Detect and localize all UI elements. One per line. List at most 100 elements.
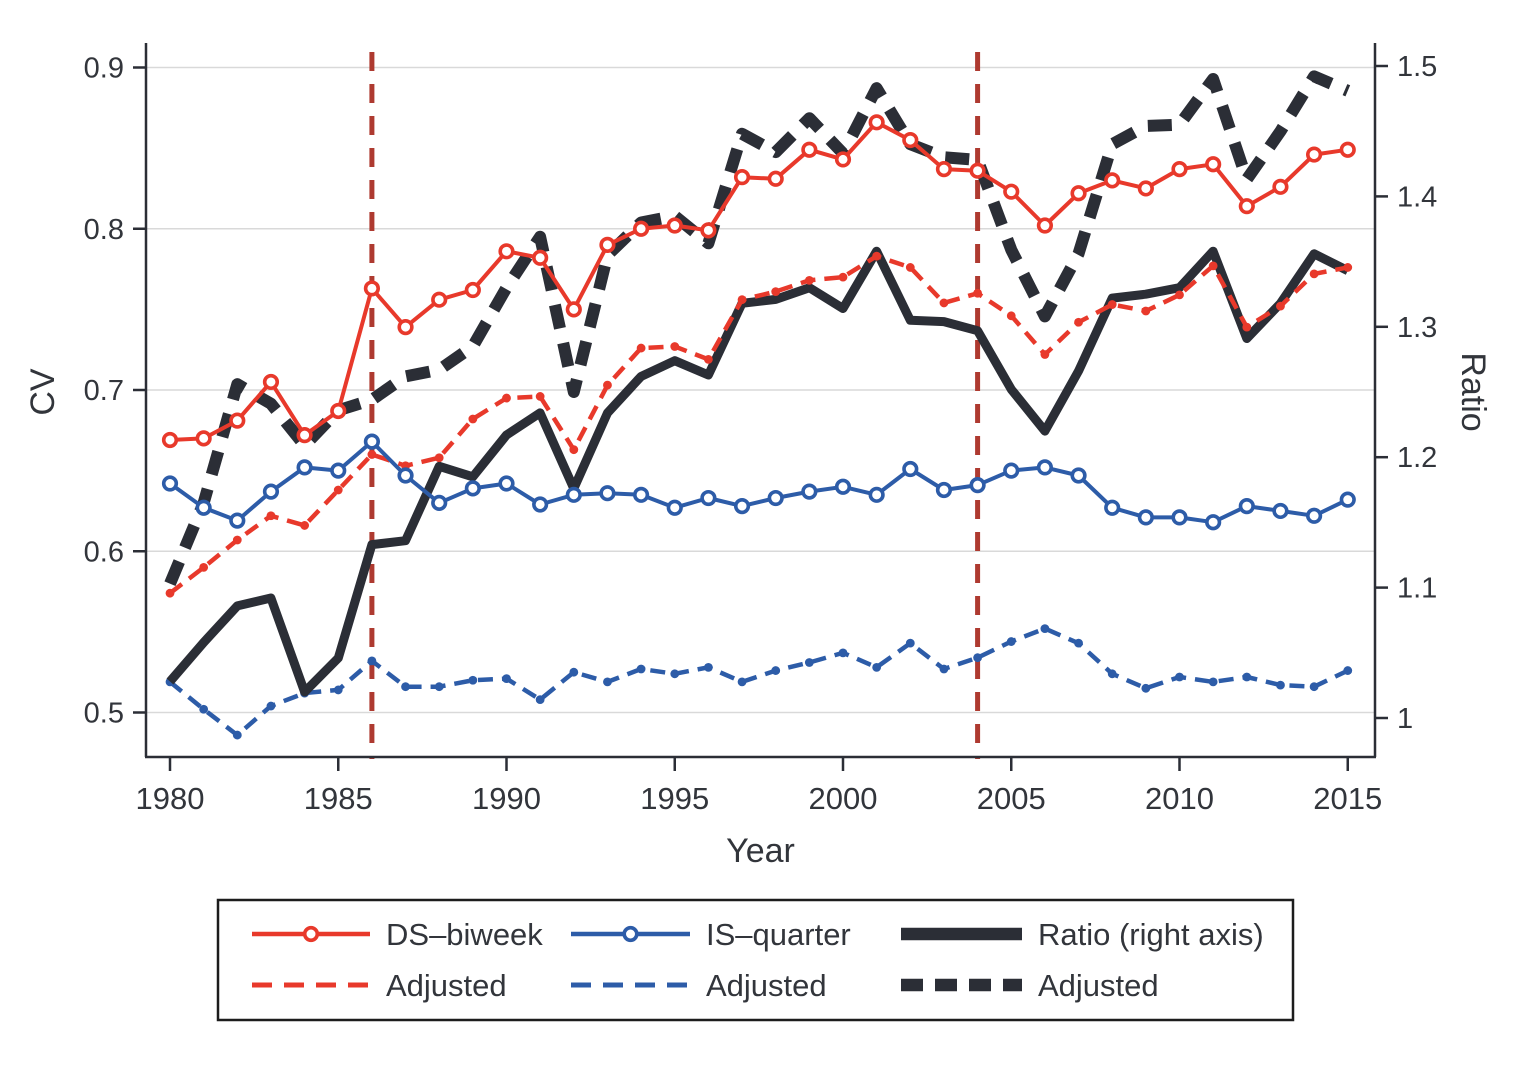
- data-point-dot: [872, 662, 882, 672]
- data-point-marker: [935, 481, 953, 499]
- data-point-dot: [704, 354, 713, 364]
- data-point-dot: [1343, 263, 1353, 272]
- data-point-dot: [1175, 672, 1184, 682]
- data-point-dot: [1242, 672, 1252, 682]
- data-point-marker: [767, 489, 784, 507]
- data-point-dot: [737, 677, 747, 687]
- data-point-dot: [603, 380, 612, 390]
- data-point-marker: [229, 412, 246, 429]
- series-group: [161, 70, 1356, 740]
- data-point-marker: [834, 478, 852, 495]
- data-point-marker: [935, 160, 953, 178]
- data-point-marker: [532, 249, 549, 266]
- data-point-marker: [397, 467, 414, 484]
- data-point-marker: [599, 236, 616, 253]
- series-line: [168, 253, 1349, 595]
- data-point-marker: [632, 220, 650, 237]
- y-left-tick-label: 0.6: [84, 536, 124, 568]
- data-point-marker: [397, 319, 414, 336]
- data-point-marker: [666, 217, 683, 234]
- y-right-tick-label: 1.4: [1397, 181, 1437, 213]
- data-point-marker: [733, 169, 751, 186]
- data-point-marker: [1339, 491, 1356, 508]
- tick-labels: 0.5 0.6 0.7 0.8 0.9 1 1.1 1.2 1.3 1.4 1.5 1980 1985 1…: [84, 51, 1438, 816]
- data-point-dot: [1040, 624, 1050, 634]
- series-ds-biweek: [161, 114, 1356, 449]
- legend-label: IS–quarter: [706, 917, 851, 952]
- data-point-marker: [868, 486, 885, 503]
- data-point-marker: [599, 485, 616, 502]
- data-point-marker: [296, 427, 313, 444]
- data-point-marker: [733, 498, 751, 515]
- data-point-marker: [161, 475, 179, 492]
- series-line: [164, 70, 1351, 587]
- legend-box: [216, 898, 1295, 1022]
- data-point-dot: [905, 638, 915, 648]
- x-tick-label: 2010: [1145, 781, 1214, 816]
- axes: [144, 43, 1377, 759]
- legend-label: Adjusted: [1038, 968, 1159, 1003]
- data-point-dot: [300, 521, 309, 530]
- data-point-marker: [700, 489, 717, 507]
- data-point-dot: [804, 658, 814, 667]
- series-line: [169, 120, 1349, 442]
- data-point-marker: [868, 114, 885, 131]
- data-point-dot: [1040, 350, 1050, 359]
- data-point-marker: [1305, 146, 1323, 163]
- y-left-tick-label: 0.7: [84, 375, 124, 407]
- gridlines: [146, 66, 1375, 714]
- legend-marker: [622, 925, 639, 943]
- x-axis-title: Year: [726, 832, 795, 870]
- data-point-dot: [468, 675, 478, 685]
- data-point-marker: [1137, 509, 1154, 526]
- data-point-dot: [468, 414, 478, 424]
- data-point-dot: [232, 730, 242, 740]
- data-point-dot: [636, 343, 646, 353]
- data-point-marker: [632, 486, 650, 503]
- data-point-marker: [1104, 499, 1121, 516]
- data-point-dot: [569, 667, 579, 677]
- y-left-tick-label: 0.9: [84, 53, 124, 85]
- data-point-marker: [1238, 198, 1255, 215]
- data-point-dot: [502, 393, 511, 403]
- data-point-marker: [1036, 459, 1053, 476]
- series-is-quarter: [161, 433, 1356, 531]
- x-tick-label: 1995: [640, 781, 709, 816]
- data-point-dot: [1107, 669, 1117, 679]
- data-point-dot: [1175, 290, 1184, 300]
- data-point-dot: [434, 682, 444, 692]
- data-point-dot: [1006, 637, 1016, 646]
- data-point-marker: [1205, 156, 1222, 173]
- data-point-marker: [700, 222, 717, 239]
- data-point-dot: [905, 263, 915, 272]
- data-point-dot: [1309, 269, 1319, 279]
- data-point-dot: [973, 653, 982, 663]
- data-point-dot: [165, 588, 175, 598]
- y-axis-title-left: CV: [24, 368, 62, 416]
- data-point-dot: [199, 562, 209, 572]
- data-point-dot: [199, 704, 209, 714]
- data-point-marker: [1137, 180, 1154, 197]
- data-point-dot: [1107, 300, 1117, 309]
- data-point-dot: [1074, 317, 1083, 327]
- data-point-dot: [636, 664, 646, 674]
- y-left-tick-label: 0.5: [84, 698, 124, 730]
- data-point-marker: [902, 131, 919, 149]
- data-point-dot: [1276, 301, 1285, 311]
- data-point-dot: [1208, 677, 1218, 687]
- data-point-dot: [670, 669, 680, 679]
- data-point-dot: [569, 445, 579, 455]
- data-point-dot: [872, 251, 882, 261]
- data-point-marker: [195, 499, 212, 516]
- data-point-dot: [333, 485, 343, 495]
- series-line: [168, 626, 1349, 738]
- y-axis-title-right: Ratio: [1454, 352, 1492, 431]
- data-point-dot: [1343, 666, 1353, 675]
- data-point-dot: [266, 511, 276, 521]
- y-right-tick-label: 1.2: [1397, 442, 1437, 474]
- data-point-marker: [1272, 178, 1289, 195]
- legend-item-ds-biweek: DS–biweek: [252, 917, 543, 952]
- x-tick-label: 2015: [1313, 781, 1382, 816]
- data-point-marker: [1104, 172, 1121, 189]
